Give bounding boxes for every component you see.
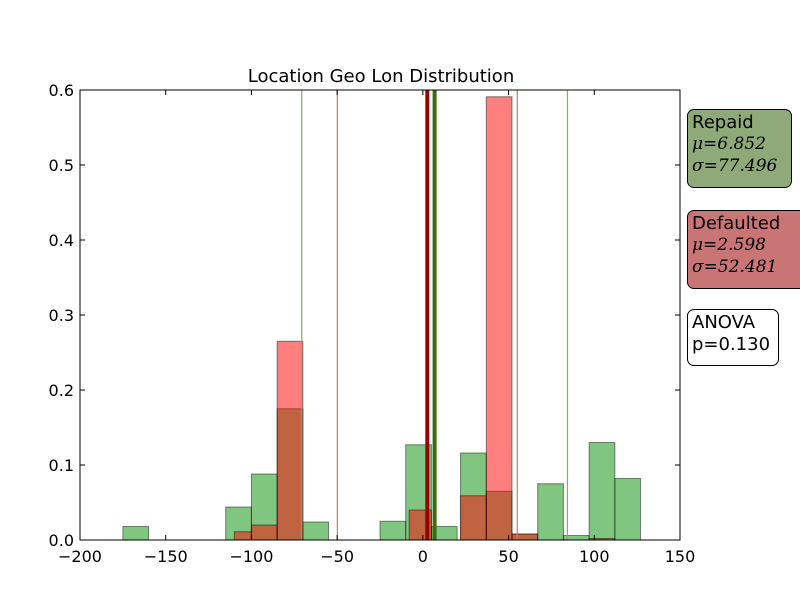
chart-title: Location Geo Lon Distribution bbox=[248, 66, 514, 87]
bar-repaid-11 bbox=[537, 483, 564, 541]
x-tick-label: −150 bbox=[144, 547, 188, 566]
bar-defaulted-6 bbox=[511, 533, 539, 541]
legend-box-repaid: Repaid μ=6.852 σ=77.496 bbox=[687, 109, 792, 188]
x-tick-label: 100 bbox=[579, 547, 610, 566]
legend-label-defaulted: Defaulted bbox=[692, 213, 781, 234]
x-tick-label: −200 bbox=[58, 547, 102, 566]
legend-mu-defaulted: μ=2.598 bbox=[692, 235, 766, 255]
x-tick-label: −100 bbox=[229, 547, 273, 566]
bar-repaid-5 bbox=[379, 520, 407, 541]
y-tick-label: 0.0 bbox=[49, 531, 74, 550]
bar-repaid-0 bbox=[122, 526, 150, 541]
axis-ticks-layer: −200 −150 −100 −50 0 50 100 150 0.0 0.1 0.2 0.3 0.4 0… bbox=[49, 81, 696, 566]
y-tick-label: 0.3 bbox=[49, 306, 74, 325]
x-tick-label: 150 bbox=[665, 547, 696, 566]
bar-repaid-14 bbox=[614, 478, 642, 541]
bars-layer bbox=[122, 96, 642, 541]
y-tick-label: 0.2 bbox=[49, 381, 74, 400]
legend-sigma-repaid: σ=77.496 bbox=[692, 156, 778, 176]
legend-box-defaulted: Defaulted μ=2.598 σ=52.481 bbox=[687, 210, 800, 289]
x-tick-label: 0 bbox=[418, 547, 428, 566]
bar-defaulted-2 bbox=[276, 340, 304, 541]
legend-label-repaid: Repaid bbox=[692, 112, 754, 133]
anova-pvalue: p=0.130 bbox=[692, 334, 771, 355]
x-tick-label: −50 bbox=[320, 547, 354, 566]
bar-defaulted-0 bbox=[233, 531, 252, 541]
anova-annotation: ANOVA p=0.130 bbox=[687, 309, 779, 366]
x-tick-label: 50 bbox=[498, 547, 518, 566]
y-tick-label: 0.5 bbox=[49, 156, 74, 175]
bar-repaid-4 bbox=[302, 521, 330, 541]
legend-mu-repaid: μ=6.852 bbox=[692, 134, 766, 154]
y-tick-label: 0.4 bbox=[49, 231, 74, 250]
reference-lines-layer bbox=[301, 90, 569, 540]
y-tick-label: 0.1 bbox=[49, 456, 74, 475]
y-tick-label: 0.6 bbox=[49, 81, 74, 100]
anova-label: ANOVA bbox=[692, 312, 756, 333]
bar-defaulted-1 bbox=[250, 524, 278, 541]
bar-repaid-13 bbox=[588, 442, 616, 541]
bar-defaulted-4 bbox=[460, 495, 487, 541]
bar-defaulted-5 bbox=[485, 96, 513, 541]
legend-sigma-defaulted: σ=52.481 bbox=[692, 257, 778, 277]
